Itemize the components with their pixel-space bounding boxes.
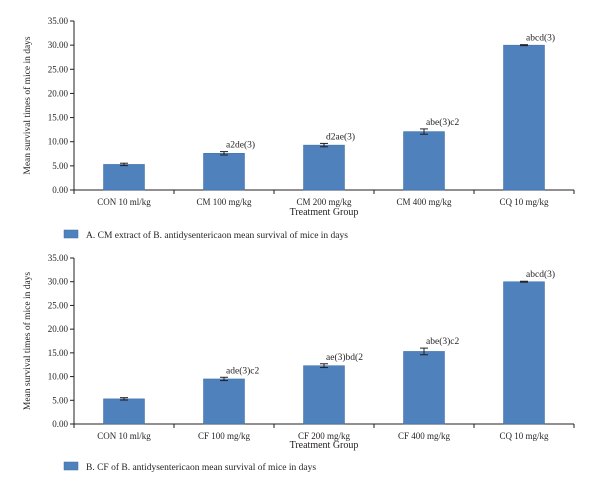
bar <box>103 398 145 425</box>
data-label: a2de(3) <box>226 140 255 151</box>
bar <box>303 144 345 191</box>
y-tick-label: 35.00 <box>48 16 69 26</box>
data-label: ae(3)bd(2 <box>326 352 363 363</box>
y-tick-label: 35.00 <box>48 253 69 263</box>
bar <box>303 365 345 425</box>
y-tick-label: 15.00 <box>48 348 69 358</box>
x-tick-label: CM 400 mg/kg <box>396 197 452 207</box>
y-tick-label: 20.00 <box>48 88 69 98</box>
y-tick-label: 30.00 <box>48 277 69 287</box>
x-axis-label: Treatment Group <box>290 440 359 451</box>
data-label: ade(3)c2 <box>226 365 259 376</box>
legend-label: B. CF of B. antidysentericaon mean survi… <box>86 462 316 473</box>
y-tick-label: 5.00 <box>52 395 68 405</box>
bar <box>503 281 545 425</box>
data-label: d2ae(3) <box>326 131 355 142</box>
chart-b: 0.00 5.00 10.00 15.00 20.00 25.00 30.00 35.00 Me… <box>22 253 575 473</box>
x-tick-label: CON 10 ml/kg <box>97 431 151 441</box>
x-tick-label: CF 400 mg/kg <box>398 431 451 441</box>
y-tick-label: 0.00 <box>52 185 68 195</box>
data-label: abcd(3) <box>526 33 555 44</box>
y-tick-label: 10.00 <box>48 372 69 382</box>
bar <box>203 153 245 191</box>
data-label: abe(3)c2 <box>426 336 459 347</box>
y-axis-label: Mean survival times of mice in days <box>22 36 33 175</box>
y-axis-label: Mean survival times of mice in days <box>22 272 33 411</box>
x-tick-label: CF 100 mg/kg <box>198 431 251 441</box>
y-tick-label: 15.00 <box>48 113 69 123</box>
chart-a: 0.00 5.00 10.00 15.00 20.00 25.00 30.00 35.00 Me… <box>22 16 575 241</box>
legend-swatch <box>63 461 79 471</box>
x-tick-label: CQ 10 mg/kg <box>499 431 549 441</box>
legend-label: A. CM extract of B. antidysentericaon me… <box>86 230 348 241</box>
x-axis-label: Treatment Group <box>290 207 359 218</box>
bar <box>103 164 145 191</box>
y-tick-label: 5.00 <box>52 161 68 171</box>
legend-swatch <box>63 229 79 239</box>
x-tick-label: CF 200 mg/kg <box>298 431 351 441</box>
x-tick-label: CON 10 ml/kg <box>97 197 151 207</box>
y-tick-label: 30.00 <box>48 40 69 50</box>
bar <box>503 44 545 191</box>
bar <box>403 131 445 191</box>
bar <box>203 378 245 425</box>
data-label: abe(3)c2 <box>426 117 459 128</box>
x-tick-label: CM 200 mg/kg <box>296 197 352 207</box>
y-tick-label: 25.00 <box>48 64 69 74</box>
y-tick-label: 0.00 <box>52 419 68 429</box>
y-tick-label: 20.00 <box>48 324 69 334</box>
x-tick-label: CM 100 mg/kg <box>196 197 252 207</box>
data-label: abcd(3) <box>526 269 555 280</box>
x-tick-label: CQ 10 mg/kg <box>499 197 549 207</box>
y-tick-label: 25.00 <box>48 300 69 310</box>
bar <box>403 351 445 425</box>
y-tick-label: 10.00 <box>48 137 69 147</box>
